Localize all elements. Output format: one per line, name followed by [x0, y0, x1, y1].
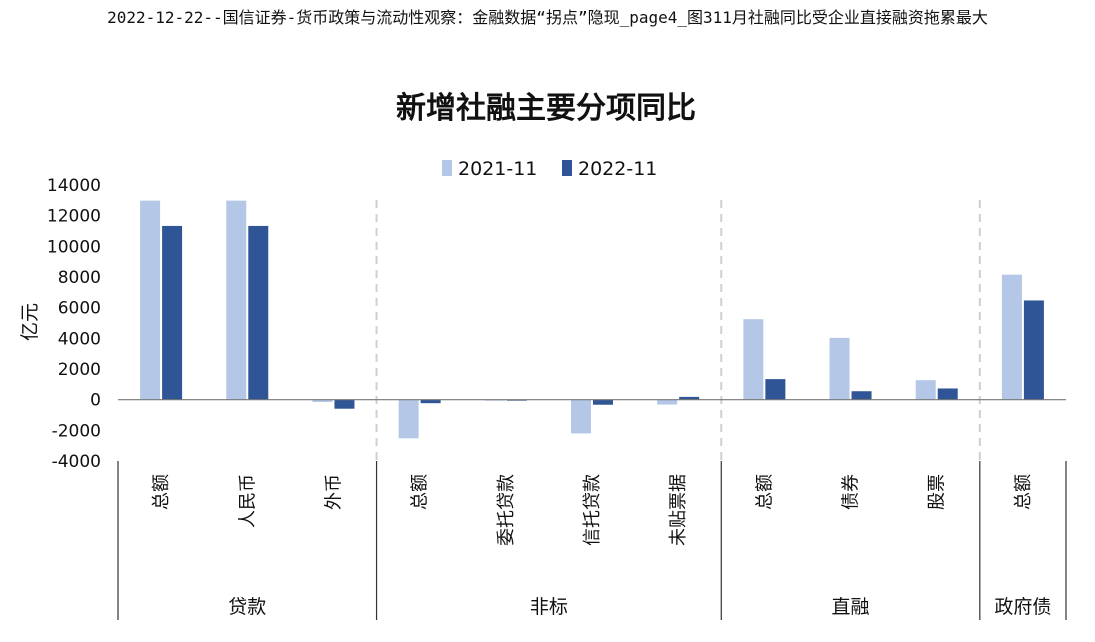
y-tick-label: 12000 — [47, 207, 101, 227]
x-category-label: 总额 — [754, 474, 775, 510]
page-caption: 2022-12-22--国信证券-货币政策与流动性观察：金融数据“拐点”隐现_p… — [107, 8, 988, 27]
bar-2022-11-外币 — [334, 399, 355, 409]
chart-title: 新增社融主要分项同比 — [396, 91, 696, 126]
y-axis-label: 亿元 — [19, 303, 41, 341]
bar-2021-11-股票 — [915, 380, 936, 400]
x-group-label: 直融 — [832, 596, 870, 618]
bar-2022-11-股票 — [937, 388, 958, 400]
bar-2021-11-总额 — [1001, 274, 1022, 400]
y-tick-label: 4000 — [58, 329, 101, 349]
bar-2021-11-外币 — [312, 399, 333, 402]
x-group-label: 贷款 — [228, 596, 266, 618]
x-category-label: 外币 — [323, 474, 344, 510]
y-tick-label: 0 — [90, 391, 101, 411]
bar-2021-11-信托贷款 — [571, 399, 591, 434]
bars — [140, 200, 1044, 439]
bar-2022-11-债券 — [851, 391, 872, 400]
legend: 2021-11 2022-11 — [442, 158, 657, 180]
bar-2022-11-未贴票据 — [679, 396, 700, 400]
x-category-label: 总额 — [410, 474, 431, 510]
bar-2022-11-人民币 — [248, 225, 269, 400]
bar-2022-11-总额 — [1023, 300, 1044, 400]
y-tick-label: -2000 — [52, 421, 101, 441]
group-separators — [375, 200, 981, 461]
bar-2021-11-人民币 — [226, 200, 247, 400]
y-tick-label: 2000 — [58, 360, 101, 380]
x-category-label: 股票 — [927, 474, 948, 510]
y-tick-label: 10000 — [47, 237, 101, 257]
bar-2021-11-总额 — [743, 319, 764, 400]
legend-swatch — [562, 160, 572, 176]
x-category-label: 总额 — [1013, 474, 1034, 510]
bar-2021-11-债券 — [829, 337, 850, 400]
x-group-label: 政府债 — [994, 596, 1051, 618]
y-tick-label: -4000 — [52, 452, 101, 472]
x-category-label: 未贴票据 — [668, 474, 689, 546]
x-category-label: 信托贷款 — [582, 474, 603, 546]
bar-2022-11-总额 — [420, 399, 441, 404]
bar-2022-11-信托贷款 — [593, 399, 613, 405]
legend-label: 2022-11 — [578, 158, 657, 180]
x-category-label: 委托贷款 — [496, 474, 517, 546]
legend-label: 2021-11 — [458, 158, 537, 180]
x-group-label: 非标 — [530, 596, 568, 618]
legend-swatch — [442, 160, 452, 176]
bar-2021-11-总额 — [140, 200, 161, 400]
bar-2022-11-总额 — [765, 379, 786, 400]
x-category-label: 总额 — [151, 474, 172, 510]
y-tick-label: 14000 — [47, 176, 101, 196]
bar-2021-11-未贴票据 — [657, 399, 678, 405]
y-axis: -4000 -2000 0 2000 4000 6000 8000 10000 12000 140… — [47, 176, 101, 472]
bar-2022-11-总额 — [162, 225, 183, 400]
bar-2021-11-总额 — [398, 399, 419, 439]
y-tick-label: 6000 — [58, 299, 101, 319]
x-category-label: 人民币 — [237, 474, 258, 528]
x-category-label: 债券 — [841, 474, 862, 510]
y-tick-label: 8000 — [58, 268, 101, 288]
